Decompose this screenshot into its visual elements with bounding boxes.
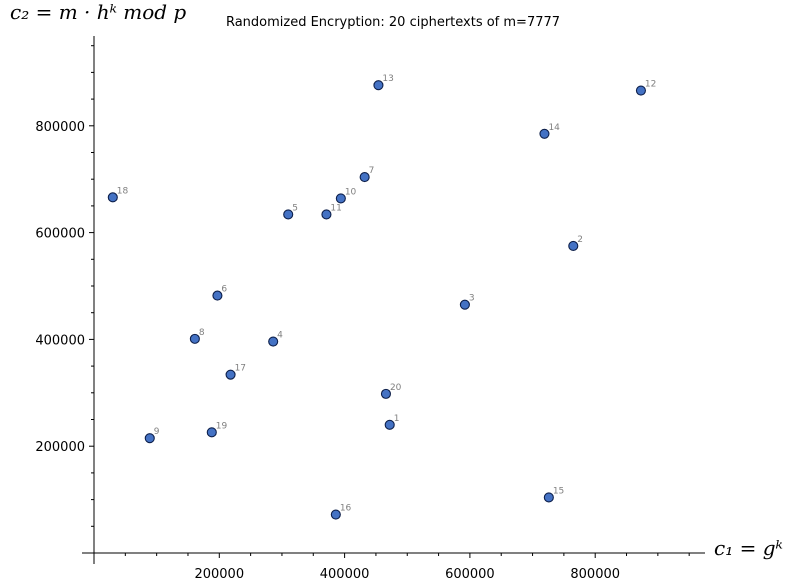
data-point-9 [144,433,155,444]
data-point-label-14: 14 [548,123,560,133]
data-point-label-7: 7 [369,166,375,176]
data-point-label-6: 6 [221,285,227,295]
data-point-label-15: 15 [553,486,564,496]
y-axis-ticks: 200000 400000 600000 800000 [35,45,94,527]
data-point-label-10: 10 [345,187,357,197]
data-point-18 [107,192,118,203]
y-axis-label: c₂ = m · hᵏ mod p [10,0,186,24]
data-point-4 [268,336,279,347]
x-axis-label: c₁ = gᵏ mod p [714,536,789,560]
data-point-label-19: 19 [216,421,228,431]
data-point-12 [635,85,646,96]
data-point-label-17: 17 [235,364,246,374]
data-point-label-12: 12 [645,80,656,90]
data-point-15 [543,492,554,503]
data-point-label-11: 11 [330,203,341,213]
chart-title: Randomized Encryption: 20 ciphertexts of… [226,15,560,30]
data-point-7 [359,172,370,183]
x-tick-label: 400000 [320,567,370,582]
x-tick-label: 200000 [194,567,244,582]
data-point-14 [539,128,550,139]
data-point-label-3: 3 [469,294,475,304]
data-point-2 [568,240,579,251]
y-tick-label: 200000 [35,440,85,455]
data-point-8 [189,333,200,344]
data-point-11 [321,209,332,220]
data-point-10 [335,193,346,204]
data-point-label-9: 9 [154,427,160,437]
y-tick-label: 400000 [35,333,85,348]
x-tick-label: 800000 [570,567,620,582]
data-point-17 [225,369,236,380]
data-points [107,80,646,520]
y-tick-label: 600000 [35,227,85,242]
x-axis-ticks: 200000 400000 600000 800000 [124,553,690,582]
data-point-label-1: 1 [394,414,400,424]
data-point-label-18: 18 [117,186,129,196]
data-point-label-5: 5 [292,203,298,213]
data-point-19 [206,427,217,438]
data-point-5 [283,209,294,220]
data-point-label-20: 20 [390,383,402,393]
data-point-label-4: 4 [277,331,283,341]
data-point-6 [212,290,223,301]
data-point-label-16: 16 [340,504,352,514]
x-tick-label: 600000 [445,567,495,582]
data-point-1 [384,419,395,430]
data-point-16 [330,509,341,520]
y-tick-label: 800000 [35,120,85,135]
data-point-label-8: 8 [199,328,205,338]
data-point-label-13: 13 [382,74,393,84]
data-point-13 [373,80,384,91]
data-point-label-2: 2 [577,235,583,245]
data-point-3 [459,299,470,310]
data-point-20 [380,388,391,399]
